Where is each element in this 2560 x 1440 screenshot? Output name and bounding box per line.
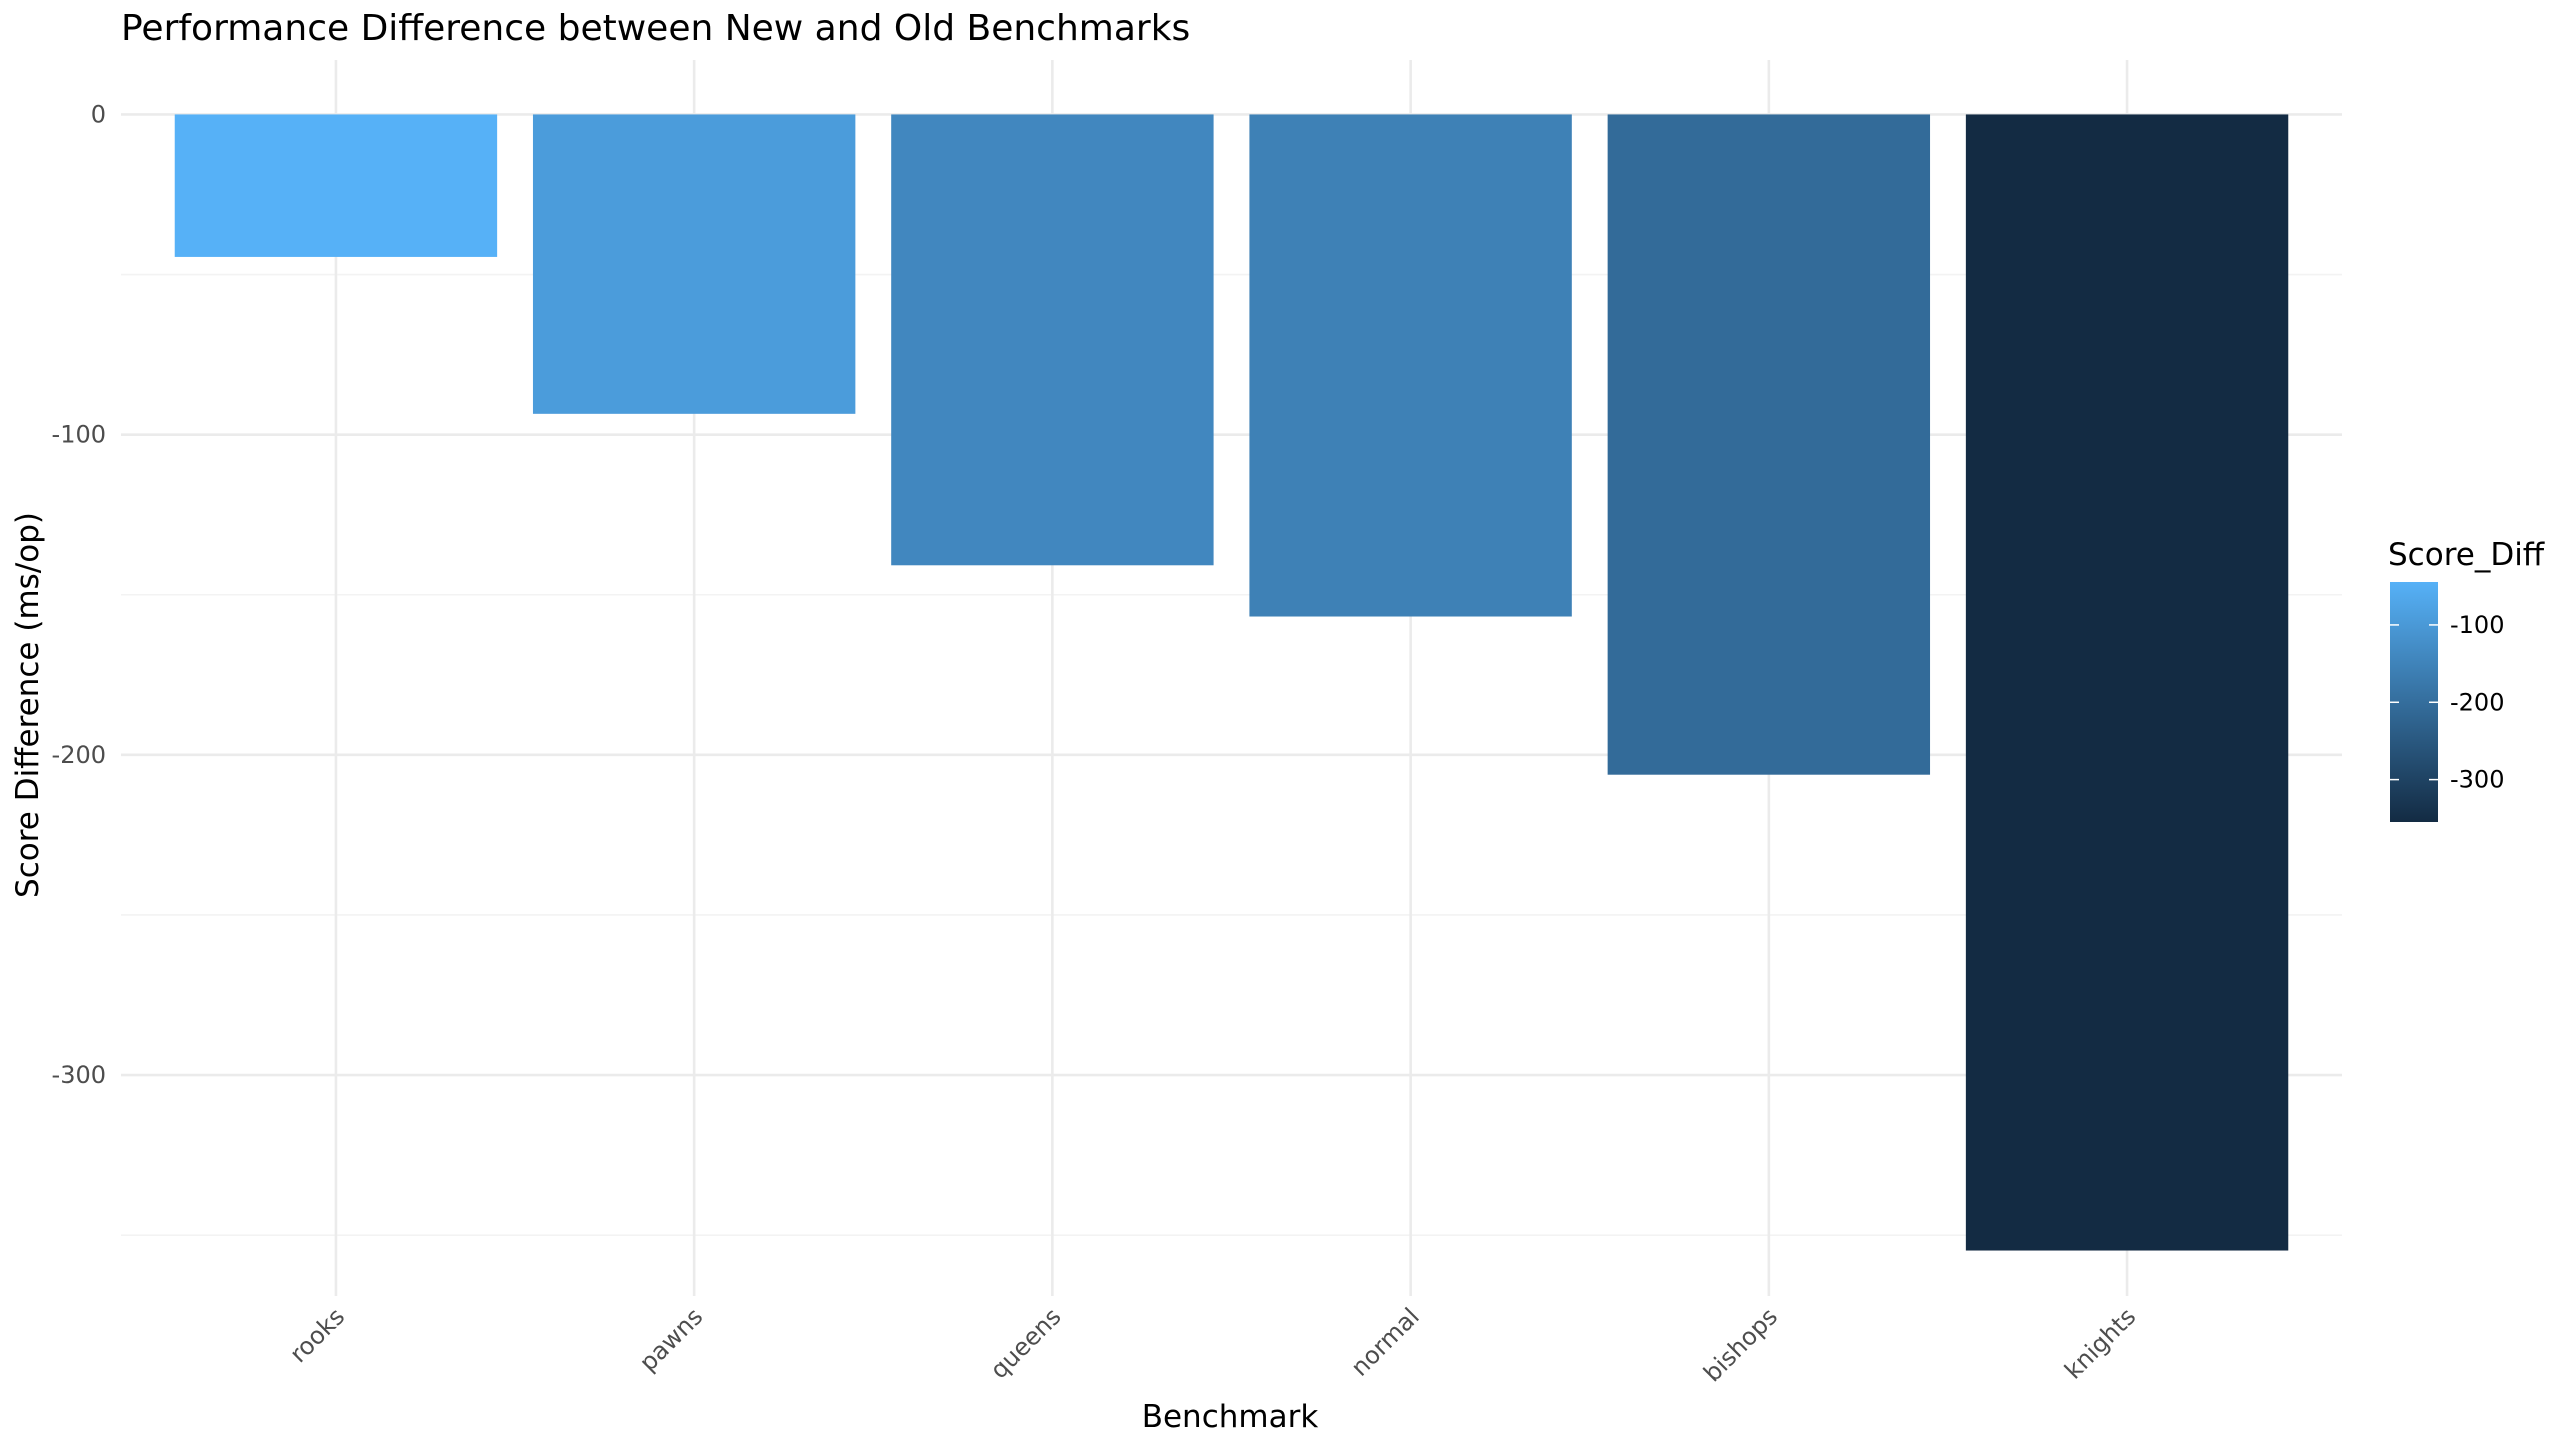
legend-ticks: -100 -200 -300 [2390, 611, 2504, 794]
x-tick-label: pawns [634, 1302, 708, 1376]
legend: Score_Diff -100 -200 -300 [2388, 537, 2545, 822]
y-axis-title: Score Difference (ms/op) [10, 512, 46, 898]
chart-title: Performance Difference between New and O… [121, 8, 1190, 49]
x-tick-label: rooks [284, 1302, 350, 1368]
x-tick-label: knights [2059, 1302, 2141, 1384]
x-axis-ticks: rooks pawns queens normal bishops knights [284, 1302, 2141, 1387]
y-tick-label: -200 [52, 741, 106, 769]
bar-rooks [174, 114, 498, 257]
bar-queens [891, 114, 1214, 566]
x-tick-label: bishops [1698, 1302, 1783, 1387]
legend-tick-label: -100 [2450, 611, 2504, 639]
x-tick-label: queens [985, 1302, 1067, 1384]
bar-knights [1965, 114, 2289, 1251]
x-axis-title: Benchmark [1142, 1399, 1319, 1435]
bar-bishops [1607, 114, 1931, 775]
bars [174, 114, 2289, 1251]
y-tick-label: -300 [52, 1061, 106, 1089]
x-tick-label: normal [1346, 1302, 1425, 1381]
legend-tick-label: -300 [2450, 766, 2504, 794]
y-axis-ticks: 0 -100 -200 -300 [52, 100, 106, 1089]
bar-pawns [532, 114, 856, 414]
legend-tick-label: -200 [2450, 688, 2504, 716]
bar-normal [1249, 114, 1572, 617]
y-tick-label: -100 [52, 421, 106, 449]
legend-title: Score_Diff [2388, 537, 2545, 573]
y-tick-label: 0 [91, 100, 106, 128]
